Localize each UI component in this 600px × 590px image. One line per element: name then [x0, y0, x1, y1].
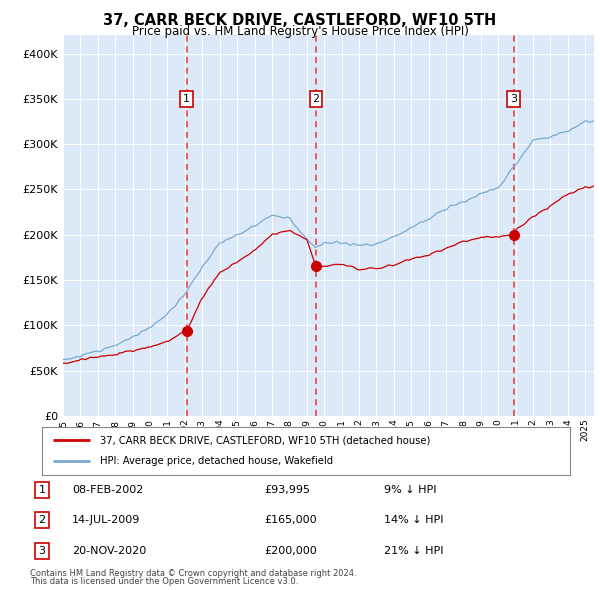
Text: This data is licensed under the Open Government Licence v3.0.: This data is licensed under the Open Gov… — [30, 578, 298, 586]
Text: £165,000: £165,000 — [264, 516, 317, 525]
Text: 21% ↓ HPI: 21% ↓ HPI — [384, 546, 443, 556]
Text: £93,995: £93,995 — [264, 485, 310, 494]
Text: 20-NOV-2020: 20-NOV-2020 — [72, 546, 146, 556]
Text: Contains HM Land Registry data © Crown copyright and database right 2024.: Contains HM Land Registry data © Crown c… — [30, 569, 356, 578]
Text: 2: 2 — [313, 94, 320, 104]
Text: 2: 2 — [38, 516, 46, 525]
Text: 14-JUL-2009: 14-JUL-2009 — [72, 516, 140, 525]
Text: 08-FEB-2002: 08-FEB-2002 — [72, 485, 143, 494]
Text: 1: 1 — [183, 94, 190, 104]
Text: 37, CARR BECK DRIVE, CASTLEFORD, WF10 5TH (detached house): 37, CARR BECK DRIVE, CASTLEFORD, WF10 5T… — [100, 435, 430, 445]
Text: 37, CARR BECK DRIVE, CASTLEFORD, WF10 5TH: 37, CARR BECK DRIVE, CASTLEFORD, WF10 5T… — [103, 13, 497, 28]
Text: 9% ↓ HPI: 9% ↓ HPI — [384, 485, 437, 494]
Text: 1: 1 — [38, 485, 46, 494]
Text: 3: 3 — [510, 94, 517, 104]
Text: 14% ↓ HPI: 14% ↓ HPI — [384, 516, 443, 525]
Text: 3: 3 — [38, 546, 46, 556]
Text: HPI: Average price, detached house, Wakefield: HPI: Average price, detached house, Wake… — [100, 457, 333, 467]
Text: Price paid vs. HM Land Registry's House Price Index (HPI): Price paid vs. HM Land Registry's House … — [131, 25, 469, 38]
Text: £200,000: £200,000 — [264, 546, 317, 556]
